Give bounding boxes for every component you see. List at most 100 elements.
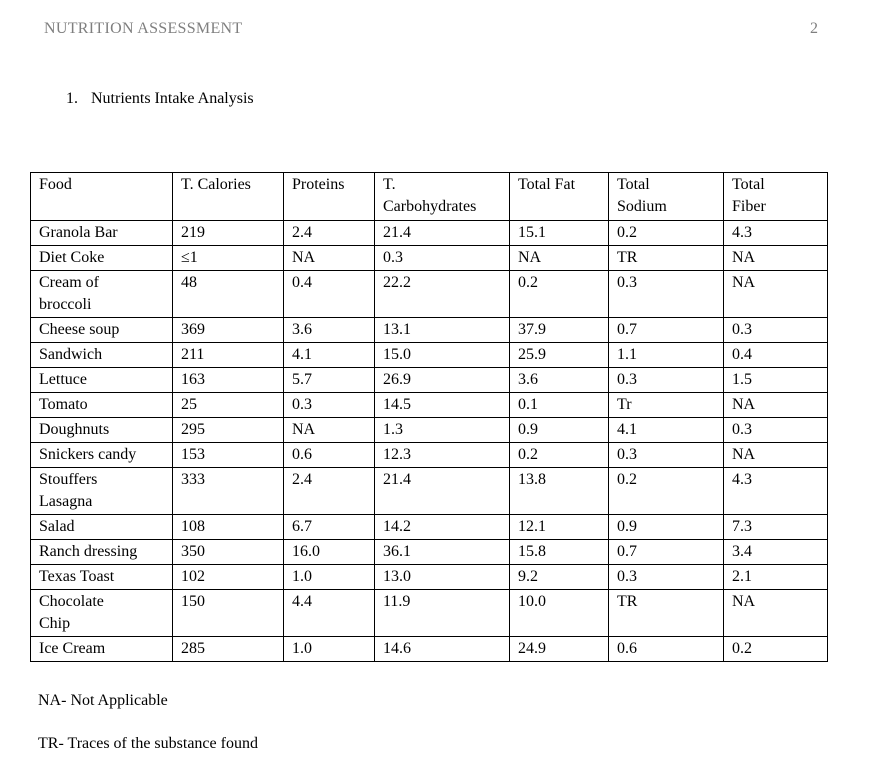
value-cell: NA (723, 270, 828, 318)
value-cell: 9.2 (509, 564, 609, 590)
column-header: T. Calories (172, 172, 284, 221)
value-cell: 5.7 (283, 367, 375, 393)
section-heading-text: Nutrients Intake Analysis (91, 90, 254, 107)
column-header: T. Carbohydrates (374, 172, 510, 221)
value-cell: NA (283, 245, 375, 271)
value-cell: 0.3 (608, 564, 724, 590)
value-cell: 13.8 (509, 467, 609, 515)
value-cell: 10.0 (509, 589, 609, 637)
value-cell: 16.0 (283, 539, 375, 565)
value-cell: 295 (172, 417, 284, 443)
value-cell: NA (509, 245, 609, 271)
table-row: Granola Bar 219 2.4 21.4 15.1 0.2 4.3 (30, 220, 828, 246)
value-cell: 4.3 (723, 467, 828, 515)
value-cell: 1.0 (283, 564, 375, 590)
value-cell: NA (283, 417, 375, 443)
food-cell: Tomato (30, 392, 173, 418)
value-cell: NA (723, 589, 828, 637)
table-row: Snickers candy 153 0.6 12.3 0.2 0.3 NA (30, 442, 828, 468)
table-row: Doughnuts 295 NA 1.3 0.9 4.1 0.3 (30, 417, 828, 443)
nutrition-table: Food T. Calories Proteins T. Carbohydrates T… (30, 172, 828, 662)
value-cell: 24.9 (509, 636, 609, 662)
value-cell: 0.9 (608, 514, 724, 540)
value-cell: 0.2 (608, 220, 724, 246)
food-cell: Cheese soup (30, 317, 173, 343)
value-cell: 0.2 (608, 467, 724, 515)
table-row: Sandwich 211 4.1 15.0 25.9 1.1 0.4 (30, 342, 828, 368)
food-cell: Chocolate Chip (30, 589, 173, 637)
table-row: Diet Coke ≤1 NA 0.3 NA TR NA (30, 245, 828, 271)
value-cell: 4.1 (283, 342, 375, 368)
table-row: Tomato 25 0.3 14.5 0.1 Tr NA (30, 392, 828, 418)
column-header: Total Sodium (608, 172, 724, 221)
value-cell: 0.3 (608, 270, 724, 318)
value-cell: 285 (172, 636, 284, 662)
food-cell: Sandwich (30, 342, 173, 368)
value-cell: 37.9 (509, 317, 609, 343)
value-cell: 6.7 (283, 514, 375, 540)
value-cell: 3.6 (509, 367, 609, 393)
value-cell: 0.6 (283, 442, 375, 468)
table-row: Lettuce 163 5.7 26.9 3.6 0.3 1.5 (30, 367, 828, 393)
value-cell: 1.1 (608, 342, 724, 368)
value-cell: 350 (172, 539, 284, 565)
food-cell: Salad (30, 514, 173, 540)
value-cell: 1.0 (283, 636, 375, 662)
value-cell: 0.3 (723, 317, 828, 343)
column-header: Total Fiber (723, 172, 828, 221)
value-cell: 22.2 (374, 270, 510, 318)
table-row: Ranch dressing 350 16.0 36.1 15.8 0.7 3.4 (30, 539, 828, 565)
value-cell: 25.9 (509, 342, 609, 368)
food-cell: Diet Coke (30, 245, 173, 271)
value-cell: 15.8 (509, 539, 609, 565)
food-cell: Lettuce (30, 367, 173, 393)
value-cell: 0.7 (608, 317, 724, 343)
value-cell: 0.4 (283, 270, 375, 318)
value-cell: 15.1 (509, 220, 609, 246)
table-row: Salad 108 6.7 14.2 12.1 0.9 7.3 (30, 514, 828, 540)
value-cell: 369 (172, 317, 284, 343)
value-cell: 163 (172, 367, 284, 393)
table-row: Texas Toast 102 1.0 13.0 9.2 0.3 2.1 (30, 564, 828, 590)
value-cell: 0.1 (509, 392, 609, 418)
value-cell: 21.4 (374, 220, 510, 246)
table-row: Cream of broccoli 48 0.4 22.2 0.2 0.3 NA (30, 270, 828, 318)
table-header: Food T. Calories Proteins T. Carbohydrates T… (30, 172, 828, 221)
value-cell: 14.5 (374, 392, 510, 418)
value-cell: 0.2 (509, 442, 609, 468)
value-cell: 0.6 (608, 636, 724, 662)
value-cell: TR (608, 589, 724, 637)
running-head: NUTRITION ASSESSMENT (44, 20, 243, 37)
food-cell: Cream of broccoli (30, 270, 173, 318)
page-number: 2 (810, 20, 818, 37)
table-header-row: Food T. Calories Proteins T. Carbohydrates T… (30, 172, 828, 221)
value-cell: 2.4 (283, 467, 375, 515)
value-cell: 0.9 (509, 417, 609, 443)
value-cell: 26.9 (374, 367, 510, 393)
value-cell: 15.0 (374, 342, 510, 368)
table-row: Ice Cream 285 1.0 14.6 24.9 0.6 0.2 (30, 636, 828, 662)
food-cell: Ice Cream (30, 636, 173, 662)
value-cell: 219 (172, 220, 284, 246)
value-cell: 48 (172, 270, 284, 318)
value-cell: 14.2 (374, 514, 510, 540)
value-cell: 0.3 (374, 245, 510, 271)
value-cell: 7.3 (723, 514, 828, 540)
value-cell: 13.1 (374, 317, 510, 343)
value-cell: 0.3 (608, 442, 724, 468)
value-cell: 1.3 (374, 417, 510, 443)
value-cell: 211 (172, 342, 284, 368)
value-cell: 0.7 (608, 539, 724, 565)
value-cell: 153 (172, 442, 284, 468)
food-cell: Granola Bar (30, 220, 173, 246)
food-cell: Doughnuts (30, 417, 173, 443)
value-cell: NA (723, 392, 828, 418)
table-row: Stouffers Lasagna 333 2.4 21.4 13.8 0.2 4.3 (30, 467, 828, 515)
value-cell: 2.1 (723, 564, 828, 590)
footnote-tr: TR- Traces of the substance found (38, 735, 258, 752)
value-cell: TR (608, 245, 724, 271)
value-cell: 3.6 (283, 317, 375, 343)
value-cell: 3.4 (723, 539, 828, 565)
value-cell: 4.3 (723, 220, 828, 246)
